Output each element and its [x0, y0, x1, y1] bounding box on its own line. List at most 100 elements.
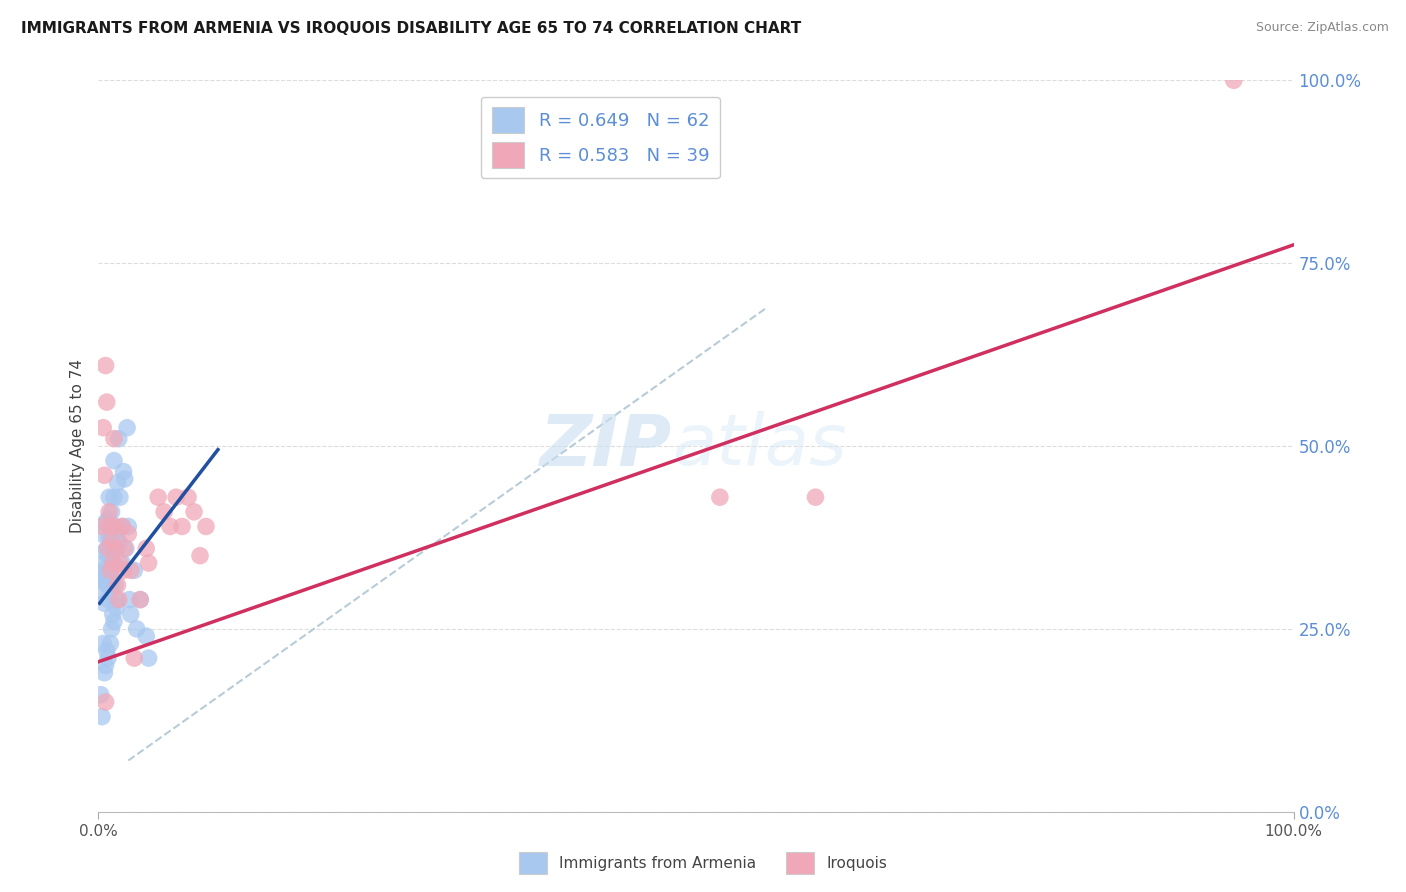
- Point: [125, 622, 148, 636]
- Point: [93, 596, 115, 610]
- Point: [804, 490, 827, 504]
- Legend: R = 0.649   N = 62, R = 0.583   N = 39: R = 0.649 N = 62, R = 0.583 N = 39: [481, 96, 720, 178]
- Point: [97, 651, 120, 665]
- Point: [98, 578, 121, 592]
- Point: [124, 563, 146, 577]
- Point: [107, 592, 129, 607]
- Point: [98, 530, 121, 544]
- Point: [91, 709, 114, 723]
- Point: [90, 567, 112, 582]
- Point: [91, 585, 114, 599]
- Point: [138, 651, 160, 665]
- Point: [91, 563, 114, 577]
- Point: [97, 592, 120, 607]
- Point: [96, 578, 118, 592]
- Point: [195, 519, 218, 533]
- Point: [103, 490, 125, 504]
- Point: [709, 490, 731, 504]
- Point: [98, 636, 122, 650]
- Point: [91, 526, 114, 541]
- Point: [93, 574, 115, 589]
- Point: [111, 556, 134, 570]
- Point: [94, 556, 117, 570]
- Point: [93, 665, 115, 680]
- Point: [96, 541, 118, 556]
- Legend: Immigrants from Armenia, Iroquois: Immigrants from Armenia, Iroquois: [513, 846, 893, 880]
- Point: [1223, 73, 1246, 87]
- Point: [90, 688, 112, 702]
- Point: [135, 629, 157, 643]
- Point: [118, 592, 141, 607]
- Point: [115, 541, 138, 556]
- Point: [94, 516, 117, 530]
- Point: [135, 541, 157, 556]
- Point: [98, 534, 122, 549]
- Point: [165, 490, 187, 504]
- Point: [111, 519, 134, 533]
- Point: [97, 541, 120, 556]
- Point: [112, 465, 135, 479]
- Point: [97, 512, 120, 526]
- Point: [120, 607, 142, 622]
- Point: [114, 541, 136, 556]
- Point: [94, 571, 117, 585]
- Point: [108, 490, 131, 504]
- Point: [117, 526, 139, 541]
- Point: [111, 519, 134, 533]
- Point: [107, 475, 129, 490]
- Point: [107, 432, 129, 446]
- Point: [112, 563, 135, 577]
- Point: [91, 421, 114, 435]
- Point: [93, 545, 115, 559]
- Text: IMMIGRANTS FROM ARMENIA VS IROQUOIS DISABILITY AGE 65 TO 74 CORRELATION CHART: IMMIGRANTS FROM ARMENIA VS IROQUOIS DISA…: [21, 21, 801, 37]
- Point: [104, 541, 127, 556]
- Point: [172, 519, 194, 533]
- Point: [117, 519, 139, 533]
- Point: [105, 599, 128, 614]
- Point: [183, 505, 205, 519]
- Point: [96, 644, 118, 658]
- Point: [94, 658, 117, 673]
- Y-axis label: Disability Age 65 to 74: Disability Age 65 to 74: [69, 359, 84, 533]
- Point: [104, 578, 127, 592]
- Point: [105, 592, 128, 607]
- Point: [98, 578, 122, 592]
- Point: [101, 519, 124, 533]
- Point: [129, 592, 152, 607]
- Point: [100, 541, 122, 556]
- Point: [129, 592, 152, 607]
- Point: [93, 468, 115, 483]
- Point: [138, 556, 160, 570]
- Point: [124, 651, 146, 665]
- Point: [94, 359, 117, 373]
- Point: [100, 505, 122, 519]
- Point: [98, 490, 121, 504]
- Text: Source: ZipAtlas.com: Source: ZipAtlas.com: [1256, 21, 1389, 35]
- Point: [101, 607, 124, 622]
- Point: [104, 519, 127, 533]
- Point: [148, 490, 170, 504]
- Point: [100, 622, 122, 636]
- Point: [108, 556, 131, 570]
- Point: [103, 453, 125, 467]
- Point: [105, 541, 128, 556]
- Point: [98, 563, 122, 577]
- Point: [98, 563, 122, 577]
- Point: [115, 421, 138, 435]
- Point: [105, 534, 128, 549]
- Point: [91, 519, 114, 533]
- Point: [103, 615, 125, 629]
- Point: [107, 578, 129, 592]
- Point: [94, 695, 117, 709]
- Point: [107, 534, 129, 549]
- Point: [101, 556, 124, 570]
- Point: [98, 519, 122, 533]
- Point: [100, 534, 122, 549]
- Point: [114, 472, 136, 486]
- Point: [98, 505, 121, 519]
- Point: [97, 549, 120, 563]
- Text: atlas: atlas: [672, 411, 846, 481]
- Point: [177, 490, 200, 504]
- Point: [101, 556, 124, 570]
- Point: [103, 432, 125, 446]
